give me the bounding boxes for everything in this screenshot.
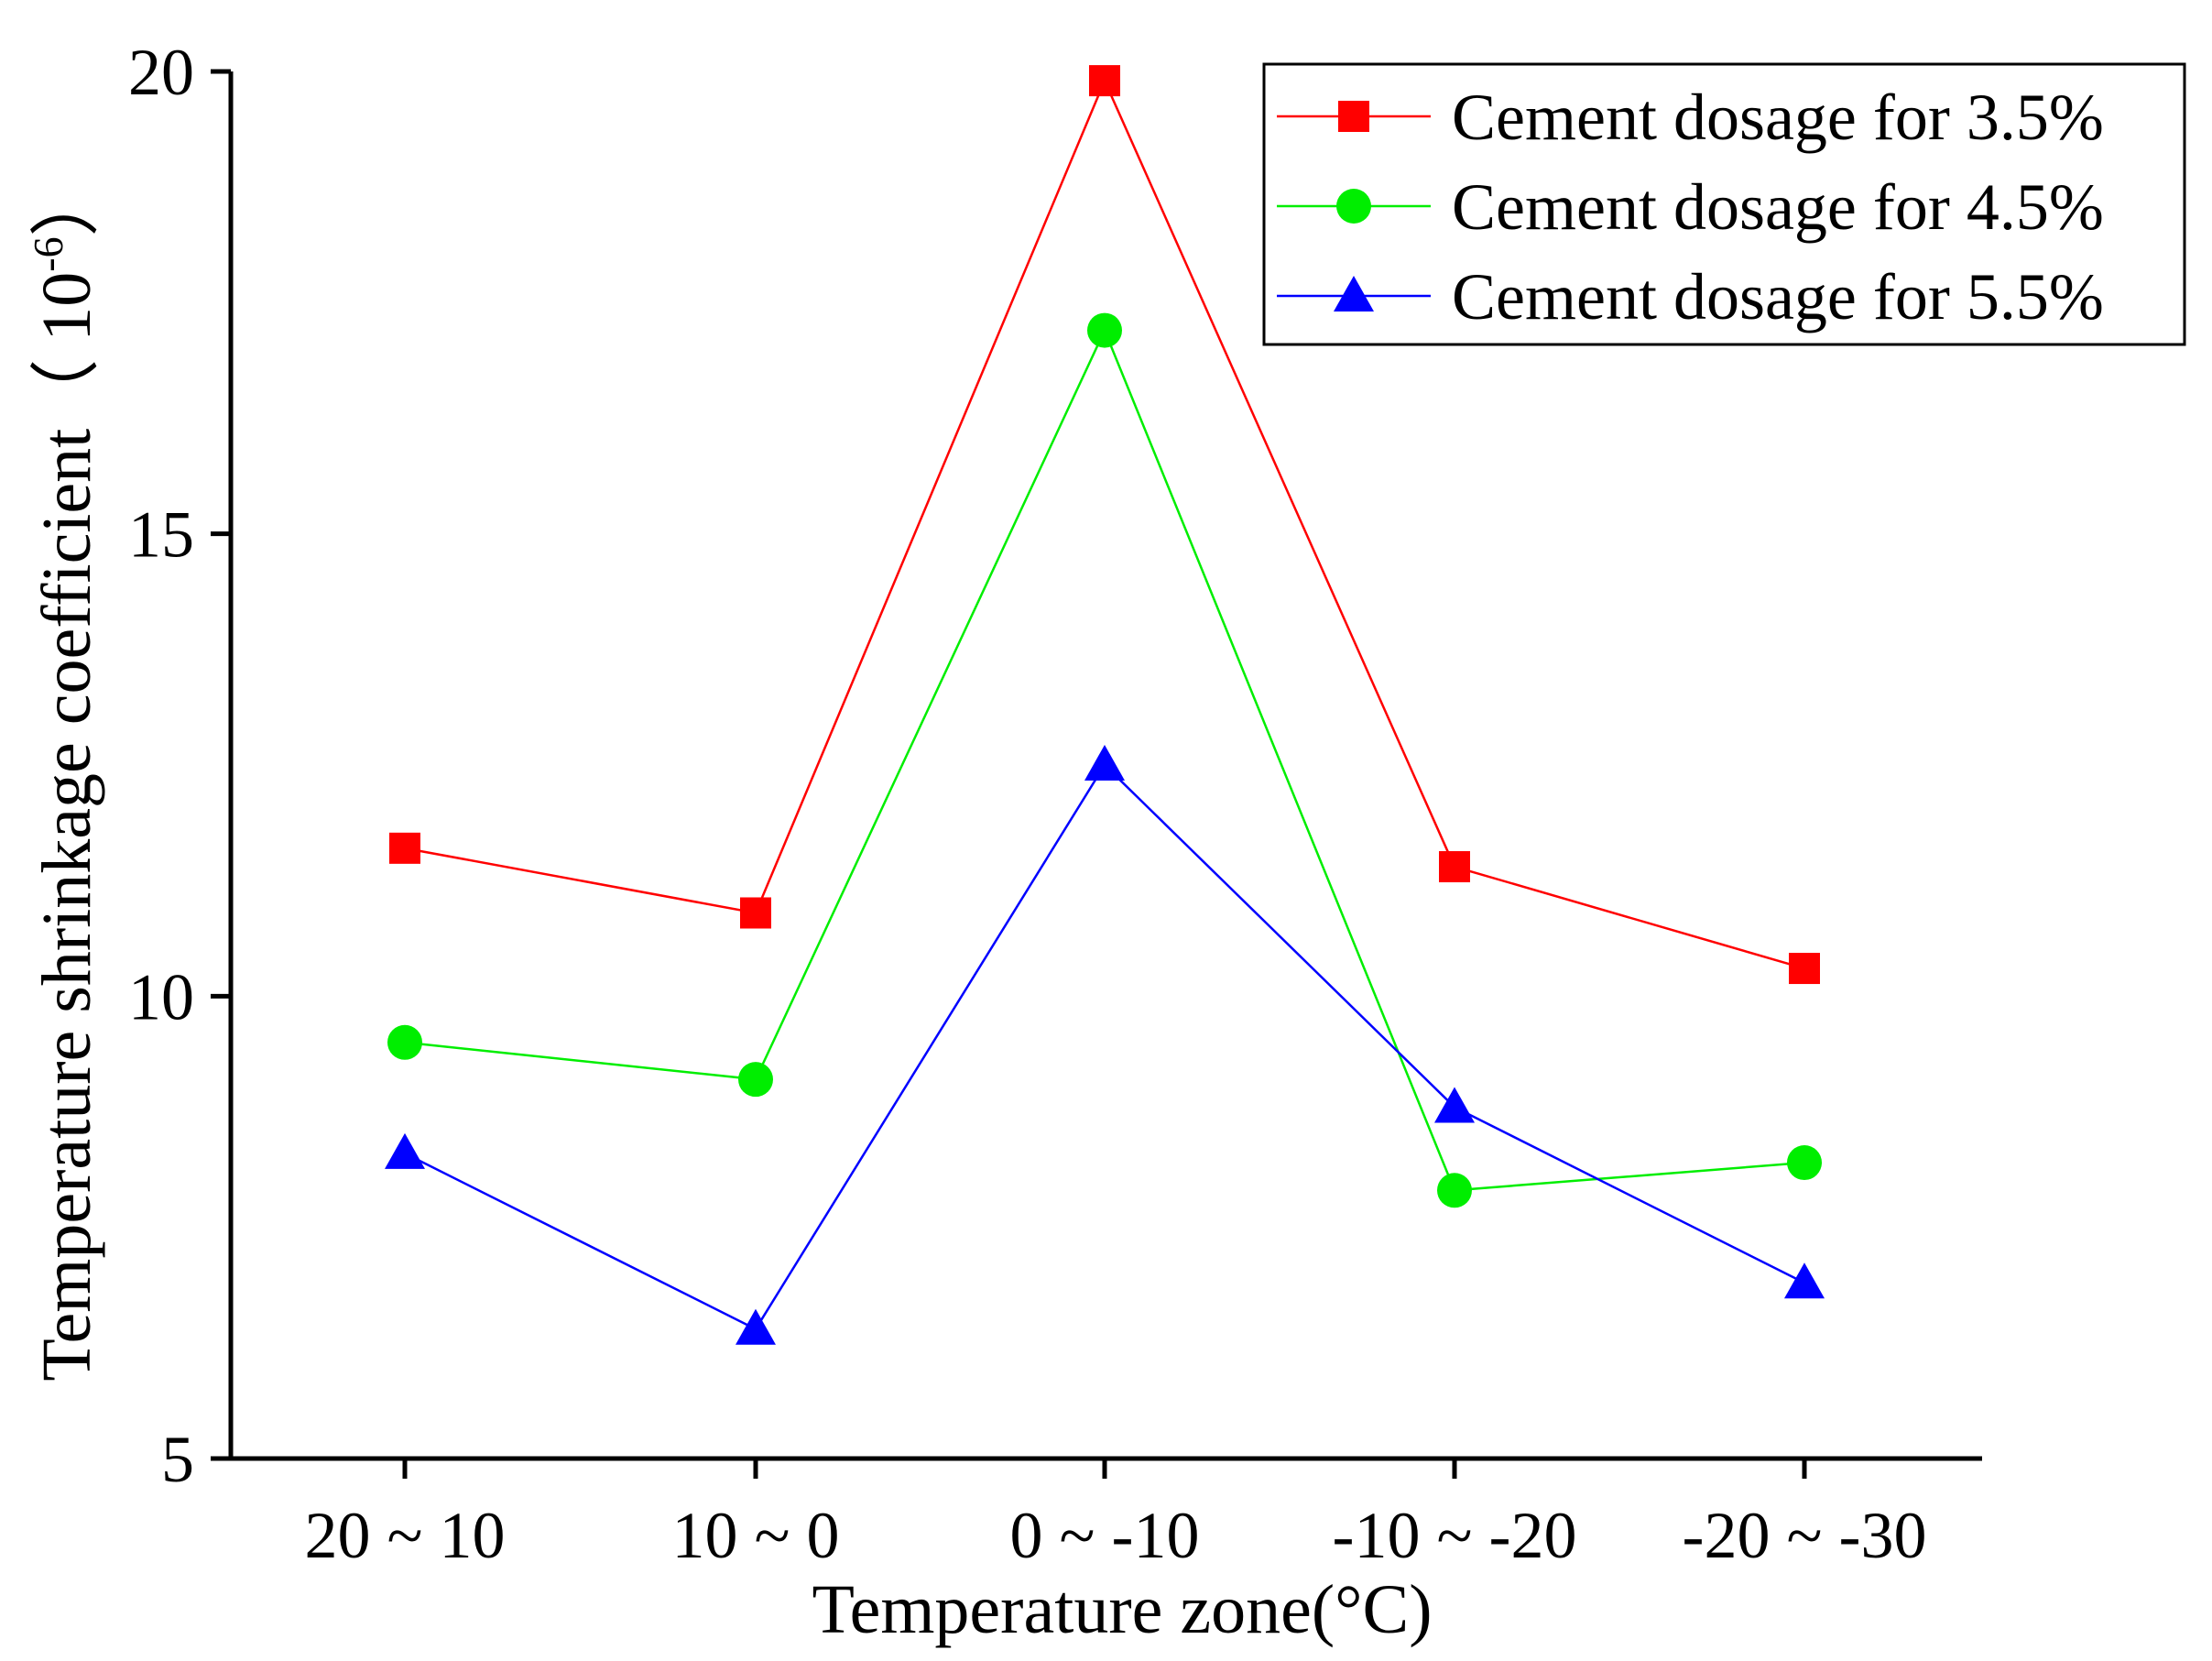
axes: 5 10 15 20 20 ~ 10 10 ~ 0 0 ~ -10 -10 ~ -20 -20 … [128, 36, 1982, 1572]
data-point [1434, 1087, 1475, 1123]
y-tick-label: 10 [128, 960, 194, 1033]
data-point [387, 1024, 422, 1060]
legend-marker [1338, 101, 1369, 132]
x-tick-label: 10 ~ 0 [672, 1499, 840, 1572]
series-line [404, 763, 1805, 1331]
data-point [1439, 851, 1470, 883]
series-2 [387, 312, 1822, 1208]
legend-item: Cement dosage for 5.5% [1277, 260, 2104, 333]
data-point [1087, 312, 1122, 348]
legend-item: Cement dosage for 4.5% [1277, 170, 2104, 244]
data-point [1789, 953, 1820, 985]
x-tick-label: 20 ~ 10 [305, 1499, 506, 1572]
data-point [1084, 745, 1125, 781]
y-axis-title-exponent: -6 [25, 236, 71, 271]
legend-marker [1334, 276, 1374, 311]
series-3 [385, 745, 1825, 1345]
data-point [385, 1132, 425, 1169]
data-point [740, 897, 771, 929]
data-point [736, 1308, 776, 1345]
series-layer [385, 65, 1825, 1345]
x-axis-title: Temperature zone(°C) [812, 1571, 1432, 1648]
legend-label: Cement dosage for 3.5% [1452, 81, 2104, 154]
legend-marker [1336, 189, 1371, 224]
data-point [1787, 1145, 1822, 1181]
legend-box [1262, 62, 2186, 346]
data-point [389, 832, 420, 864]
y-axis-title: Temperature shrinkage coefficient（ 10-6） [25, 167, 105, 1381]
legend-label: Cement dosage for 5.5% [1452, 260, 2104, 333]
data-point [1089, 65, 1120, 97]
x-tick-label: -10 ~ -20 [1333, 1499, 1577, 1572]
legend: Cement dosage for 3.5% Cement dosage for … [1262, 62, 2186, 346]
data-point [738, 1062, 773, 1098]
y-tick-label: 15 [128, 498, 194, 572]
y-tick-label: 5 [161, 1423, 194, 1496]
y-axis-title-close: ） [28, 167, 105, 236]
x-tick-label: -20 ~ -30 [1683, 1499, 1927, 1572]
y-axis-title-main: Temperature shrinkage coefficient（ 10 [28, 272, 105, 1382]
y-tick-label: 20 [128, 36, 194, 109]
legend-label: Cement dosage for 4.5% [1452, 170, 2104, 244]
data-point [1784, 1262, 1825, 1299]
series-1 [389, 65, 1820, 985]
data-point [1437, 1173, 1472, 1208]
legend-item: Cement dosage for 3.5% [1277, 81, 2104, 154]
x-tick-label: 0 ~ -10 [1010, 1499, 1200, 1572]
